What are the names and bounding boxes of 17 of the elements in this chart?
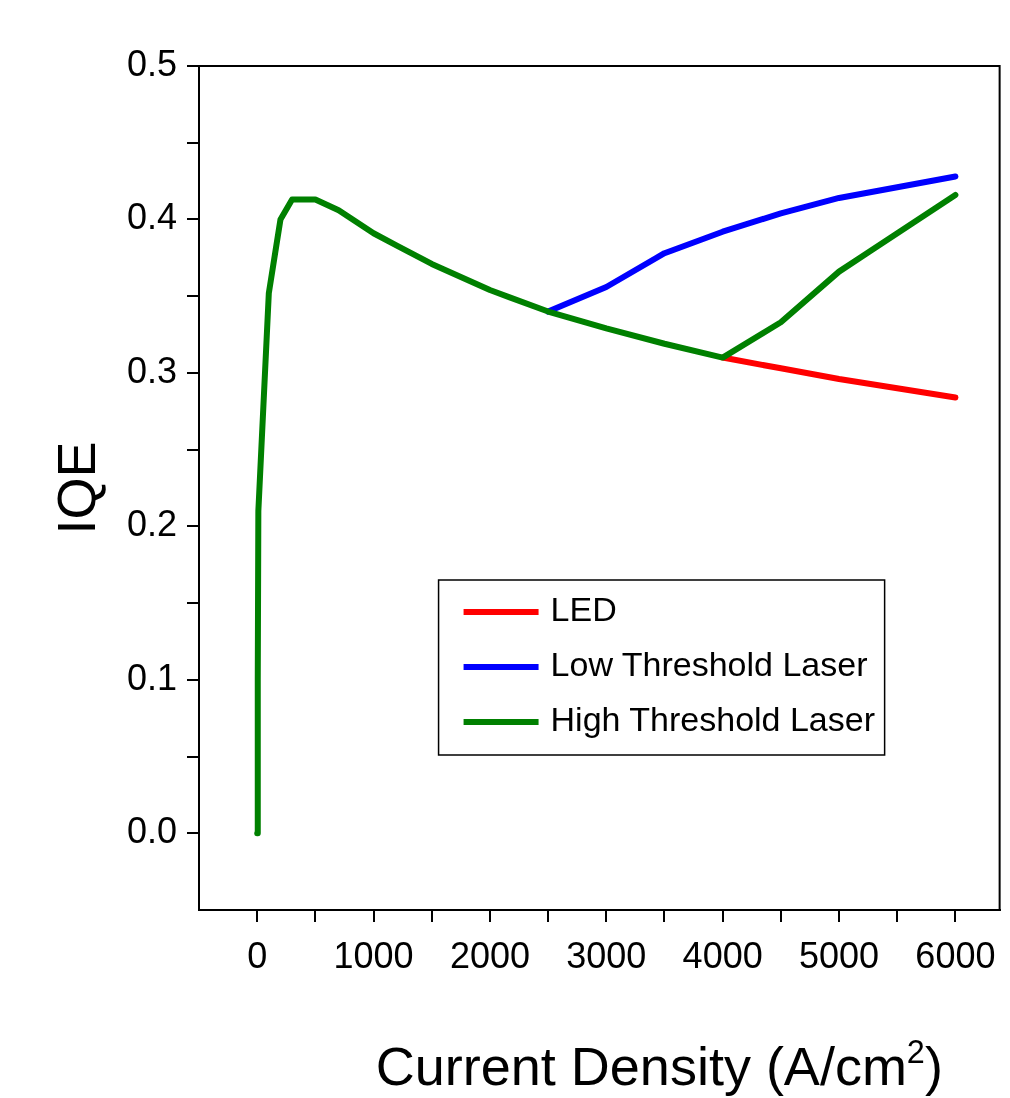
x-tick-label: 4000: [682, 934, 763, 976]
x-tick-label: 2000: [449, 934, 530, 976]
legend-label: High Threshold Laser: [550, 700, 876, 739]
y-tick-label: 0.4: [126, 196, 177, 238]
x-tick-label: 3000: [566, 934, 647, 976]
y-tick-label: 0.0: [126, 810, 177, 852]
x-tick-label: 1000: [333, 934, 414, 976]
x-tick-label: 5000: [798, 934, 880, 976]
x-tick-label: 0: [247, 934, 268, 976]
y-axis-title: IQE: [46, 441, 106, 535]
legend-label: LED: [550, 590, 617, 629]
y-tick-label: 0.1: [126, 656, 177, 698]
y-tick-label: 0.5: [126, 42, 177, 84]
y-tick-label: 0.2: [126, 503, 177, 545]
y-tick-label: 0.3: [126, 349, 177, 391]
legend-label: Low Threshold Laser: [550, 645, 868, 684]
x-tick-label: 6000: [915, 934, 996, 976]
